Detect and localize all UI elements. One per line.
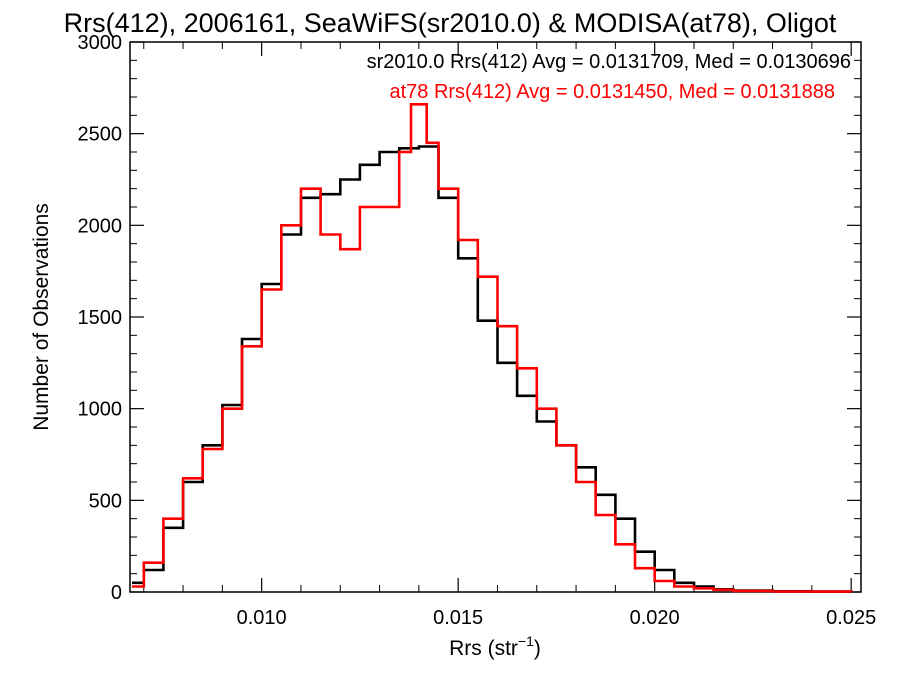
plot-frame <box>129 41 862 593</box>
legend-entry-at78: at78 Rrs(412) Avg = 0.0131450, Med = 0.0… <box>389 81 835 103</box>
series-layer <box>132 103 853 593</box>
x-axis: 0.010 0.015 0.020 0.025 <box>143 42 876 629</box>
x-axis-label-superscript: −1 <box>518 633 534 649</box>
x-tick-label: 0.020 <box>630 607 680 629</box>
y-axis-label: Number of Observations <box>30 203 53 431</box>
series-line-sr2010-0 <box>132 145 853 593</box>
y-axis: 0 500 1000 1500 2000 2500 3000 <box>78 32 861 604</box>
y-tick-label: 2000 <box>78 215 123 237</box>
legend-entry-sr2010: sr2010.0 Rrs(412) Avg = 0.0131709, Med =… <box>367 51 851 73</box>
y-tick-label: 500 <box>89 490 122 512</box>
x-axis-label-close: ) <box>534 637 541 660</box>
x-tick-label: 0.015 <box>433 607 483 629</box>
y-tick-label: 1000 <box>78 399 123 421</box>
y-tick-label: 2500 <box>78 124 123 146</box>
x-axis-label: Rrs (str−1) <box>449 633 541 660</box>
y-tick-label: 0 <box>111 582 122 604</box>
x-tick-label: 0.010 <box>237 607 287 629</box>
series-line-at78 <box>132 103 853 593</box>
y-tick-label: 1500 <box>78 307 123 329</box>
x-tick-label: 0.025 <box>826 607 876 629</box>
y-tick-label: 3000 <box>78 32 123 54</box>
x-axis-label-base: Rrs (str <box>449 637 518 660</box>
chart-title: Rrs(412), 2006161, SeaWiFS(sr2010.0) & M… <box>64 8 837 38</box>
